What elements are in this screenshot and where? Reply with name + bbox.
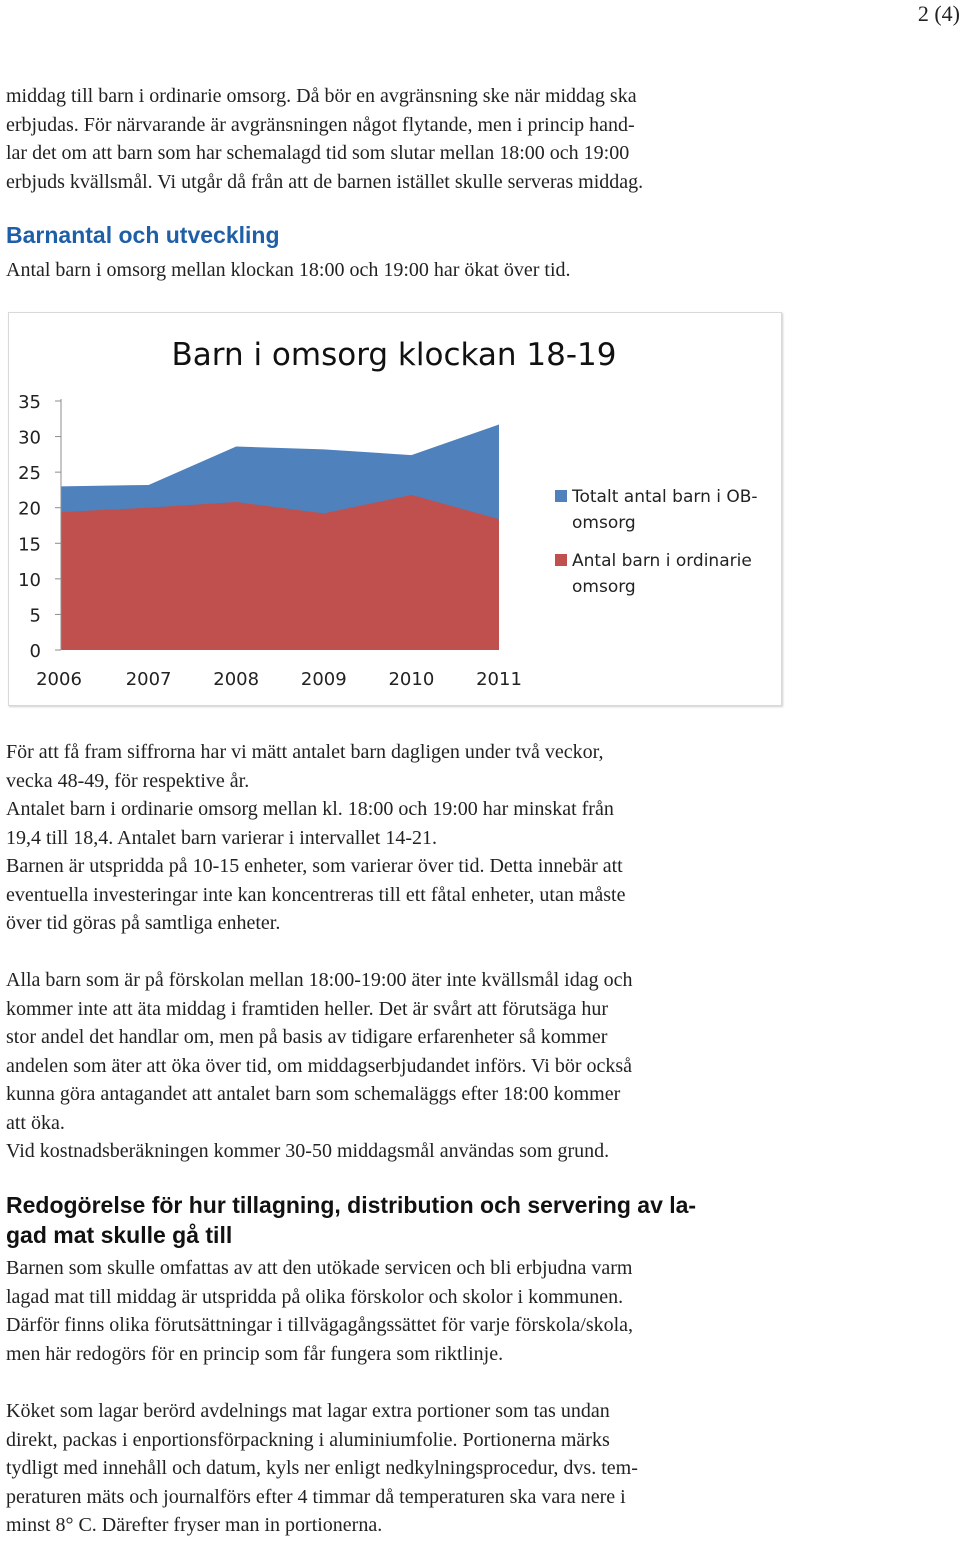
text-line: Vid kostnadsberäkningen kommer 30-50 mid… xyxy=(6,1140,610,1162)
area-chart: Barn i omsorg klockan 18-19 0 5 10 15 20 25 30… xyxy=(8,312,782,706)
y-tick-label: 35 xyxy=(18,392,41,413)
intro-paragraph: middag till barn i ordinarie omsorg. Då … xyxy=(6,82,796,196)
x-tick-label: 2011 xyxy=(476,669,522,690)
text-line: lar det om att barn som har schemalagd t… xyxy=(6,142,630,164)
text-line: eventuella investeringar inte kan koncen… xyxy=(6,883,626,906)
text-line: Antal barn i omsorg mellan klockan 18:00… xyxy=(6,259,571,281)
text-line: 19,4 till 18,4. Antalet barn varierar i … xyxy=(6,826,437,849)
y-tick-label: 30 xyxy=(18,428,41,449)
chart-title: Barn i omsorg klockan 18-19 xyxy=(171,337,616,373)
text-line: minst 8° C. Därefter fryser man in porti… xyxy=(6,1514,383,1536)
y-tick-label: 10 xyxy=(18,570,41,591)
y-tick-label: 20 xyxy=(18,499,41,520)
text-line: middag till barn i ordinarie omsorg. Då … xyxy=(6,85,637,107)
text-line: erbjudas. För närvarande är avgränsninge… xyxy=(6,113,635,136)
text-line: stor andel det handlar om, men på basis … xyxy=(6,1026,608,1048)
x-tick-labels: 2006 2007 2008 2009 2010 2011 xyxy=(36,669,522,690)
body-paragraph-1: För att få fram siffrorna har vi mätt an… xyxy=(6,738,796,938)
text-line: men här redogörs för en princip som får … xyxy=(6,1342,504,1365)
area-series-2 xyxy=(61,494,499,650)
text-line: lagad mat till middag är utspridda på ol… xyxy=(6,1285,624,1308)
y-tick-label: 25 xyxy=(18,463,41,484)
legend-swatch xyxy=(555,554,567,566)
text-line: Därför finns olika förutsättningar i til… xyxy=(6,1314,634,1336)
section2-paragraph-2: Köket som lagar berörd avdelnings mat la… xyxy=(6,1397,796,1540)
x-tick-label: 2008 xyxy=(213,669,259,690)
section2-paragraph-1: Barnen som skulle omfattas av att den ut… xyxy=(6,1254,796,1368)
section-lead: Antal barn i omsorg mellan klockan 18:00… xyxy=(6,256,796,285)
x-tick-label: 2006 xyxy=(36,669,82,690)
text-line: att öka. xyxy=(6,1111,65,1134)
body-paragraph-2: Alla barn som är på förskolan mellan 18:… xyxy=(6,966,796,1166)
legend-label: Totalt antal barn i OB-omsorg xyxy=(571,487,758,533)
text-line: tydligt med innehåll och datum, kyls ner… xyxy=(6,1457,638,1479)
text-line: över tid göras på samtliga enheter. xyxy=(6,912,281,934)
text-line: Barnen som skulle omfattas av att den ut… xyxy=(6,1257,633,1279)
text-line: För att få fram siffrorna har vi mätt an… xyxy=(6,741,604,763)
heading-line: Redogörelse för hur tillagning, distribu… xyxy=(6,1192,697,1218)
chart-axes xyxy=(55,399,62,651)
y-tick-label: 5 xyxy=(30,605,41,626)
legend-label: Antal barn i ordinarie omsorg xyxy=(572,551,752,597)
x-tick-label: 2009 xyxy=(301,669,347,690)
chart-legend: Totalt antal barn i OB-omsorg Antal barn … xyxy=(555,487,758,597)
text-line: kunna göra antagandet att antalet barn s… xyxy=(6,1083,621,1105)
x-tick-label: 2010 xyxy=(388,669,434,690)
text-line: Köket som lagar berörd avdelnings mat la… xyxy=(6,1400,610,1422)
chart-canvas: Barn i omsorg klockan 18-19 0 5 10 15 20 25 30… xyxy=(18,337,758,690)
y-tick-label: 0 xyxy=(30,641,41,662)
chart-areas xyxy=(61,424,499,650)
text-line: Barnen är utspridda på 10-15 enheter, so… xyxy=(6,855,623,877)
y-tick-labels: 0 5 10 15 20 25 30 35 xyxy=(18,392,41,662)
text-line: kommer inte att äta middag i framtiden h… xyxy=(6,997,609,1020)
x-tick-label: 2007 xyxy=(126,669,172,690)
text-line: andelen som äter att öka över tid, om mi… xyxy=(6,1054,633,1077)
y-tick-label: 15 xyxy=(18,534,41,555)
page-number: 2 (4) xyxy=(917,1,960,26)
section-heading: Barnantal och utveckling xyxy=(6,222,280,248)
text-line: direkt, packas i enportionsförpackning i… xyxy=(6,1428,610,1451)
text-line: erbjuds kvällsmål. Vi utgår då från att … xyxy=(6,170,644,193)
text-line: Alla barn som är på förskolan mellan 18:… xyxy=(6,969,633,991)
section-heading-2: Redogörelse för hur tillagning, distribu… xyxy=(6,1190,806,1250)
text-line: peraturen mäts och journalförs efter 4 t… xyxy=(6,1485,626,1508)
heading-line: gad mat skulle gå till xyxy=(6,1222,233,1248)
legend-swatch xyxy=(555,490,567,502)
text-line: Antalet barn i ordinarie omsorg mellan k… xyxy=(6,798,614,820)
text-line: vecka 48-49, för respektive år. xyxy=(6,769,250,792)
